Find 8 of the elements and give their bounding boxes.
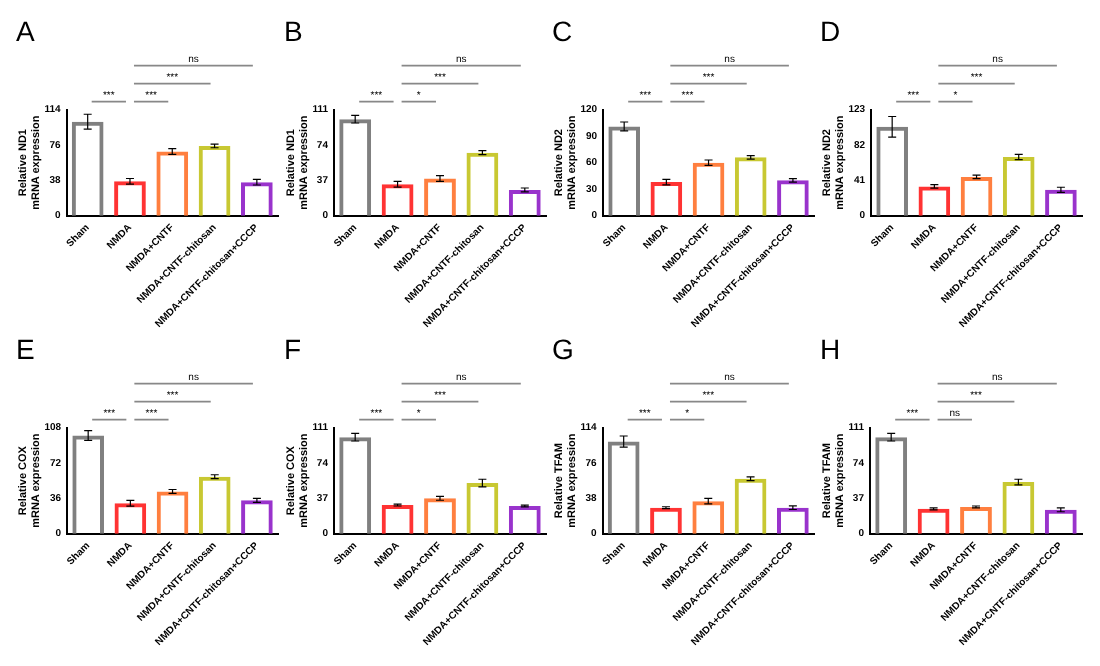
chart-title: E [16,332,35,365]
chart-title: A [16,14,36,47]
chart-title: C [552,14,573,47]
chart-title: D [820,14,841,47]
chart-title: H [820,332,841,365]
chart-title: G [552,332,574,365]
chart-title: B [284,14,303,47]
chart-title: F [284,332,302,365]
